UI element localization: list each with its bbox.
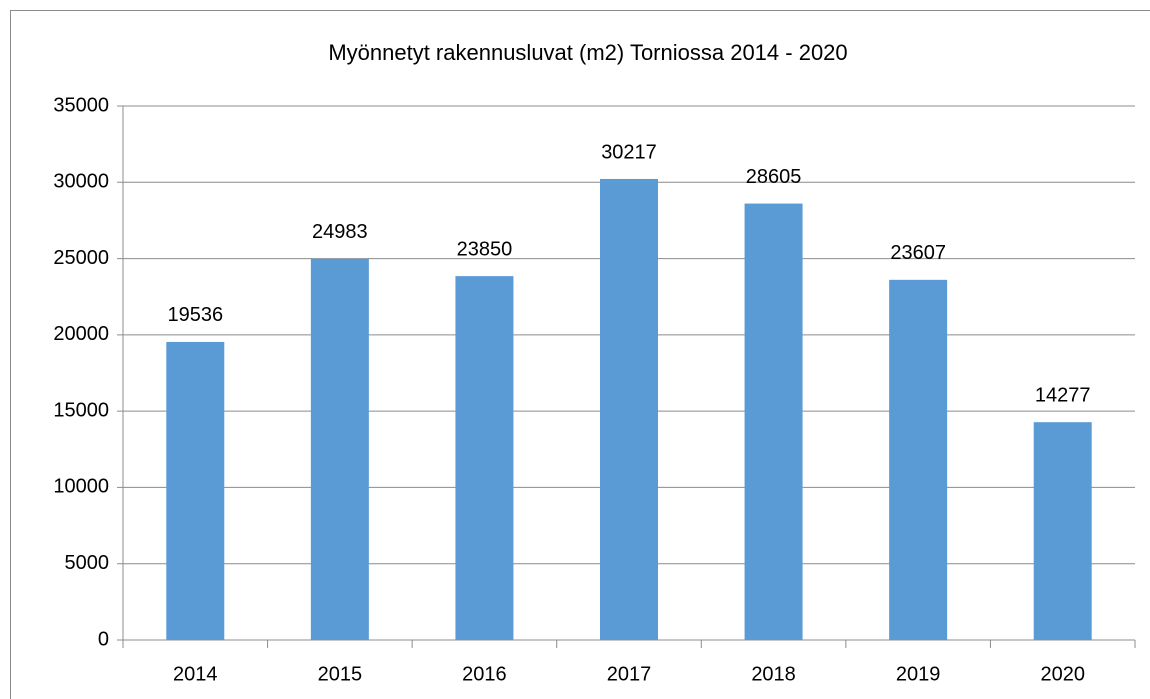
x-tick-label: 2019 — [896, 663, 941, 685]
bar — [600, 178, 658, 640]
data-label: 23607 — [890, 242, 946, 264]
y-tick-label: 0 — [98, 628, 109, 650]
data-label: 24983 — [312, 221, 368, 243]
y-tick-label: 10000 — [53, 476, 109, 498]
data-label: 23850 — [457, 238, 513, 260]
bar — [166, 341, 225, 640]
data-label: 28605 — [746, 166, 802, 188]
y-tick-label: 20000 — [53, 323, 109, 345]
x-tick-label: 2018 — [751, 663, 796, 685]
data-label: 14277 — [1035, 384, 1091, 406]
chart-title: Myönnetyt rakennusluvat (m2) Torniossa 2… — [328, 40, 847, 65]
x-tick-label: 2017 — [607, 663, 652, 685]
bar — [744, 203, 803, 640]
y-tick-label: 5000 — [65, 552, 110, 574]
y-tick-label: 15000 — [53, 399, 109, 421]
x-tick-label: 2014 — [173, 663, 218, 685]
bar — [1033, 422, 1092, 640]
y-tick-label: 25000 — [53, 247, 109, 269]
x-tick-label: 2016 — [462, 663, 507, 685]
data-label: 19536 — [167, 304, 223, 326]
y-tick-label: 30000 — [53, 171, 109, 193]
bar — [310, 258, 369, 640]
data-label: 30217 — [601, 141, 657, 163]
x-tick-label: 2020 — [1040, 663, 1085, 685]
bar — [455, 276, 514, 640]
bar — [889, 279, 948, 640]
x-tick-label: 2015 — [318, 663, 363, 685]
y-tick-label: 35000 — [53, 94, 109, 116]
